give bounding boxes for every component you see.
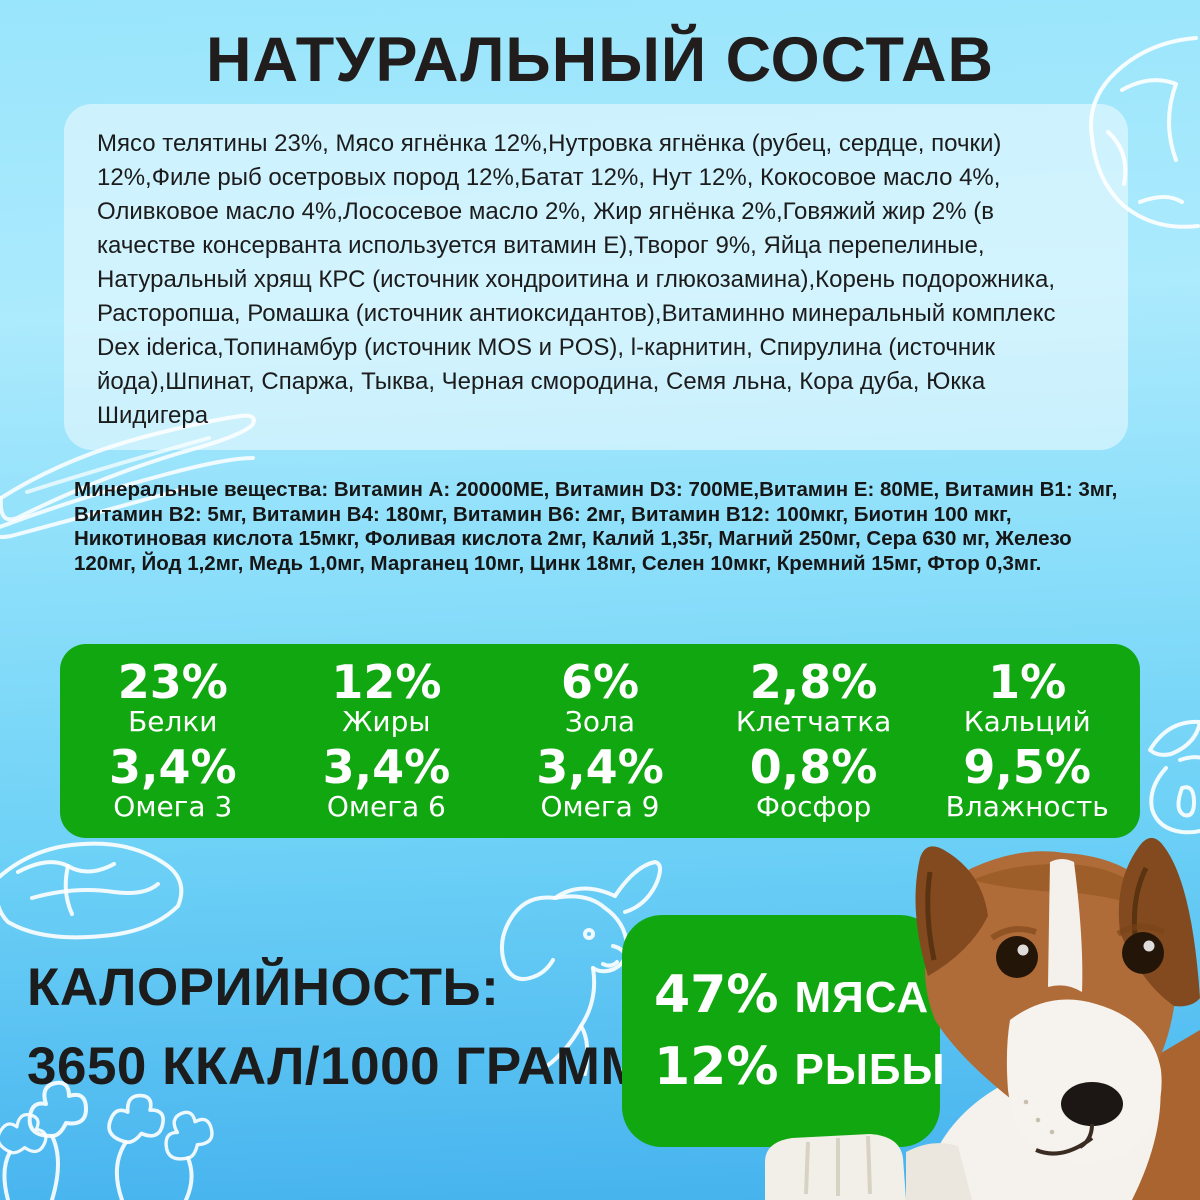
nutrition-cell: 3,4% Омега 3 xyxy=(109,740,237,824)
nutrition-cell: 23% Белки xyxy=(117,655,228,739)
ingredients-card: Мясо телятины 23%, Мясо ягнёнка 12%,Нутр… xyxy=(64,104,1128,450)
nutrition-cell: 3,4% Омега 9 xyxy=(536,740,664,824)
calories-text: КАЛОРИЙНОСТЬ: 3650 ККАЛ/1000 ГРАММ xyxy=(27,948,645,1106)
calories-line1: КАЛОРИЙНОСТЬ: xyxy=(27,958,500,1017)
fish-row: 12% РЫБЫ xyxy=(654,1037,946,1097)
meat-row: 47% МЯСА xyxy=(654,965,930,1025)
nutrition-cell: 3,4% Омега 6 xyxy=(322,740,451,824)
nutrition-cell: 9,5% Влажность xyxy=(945,740,1109,824)
brisket-line-art xyxy=(0,841,184,940)
calories-line2: 3650 ККАЛ/1000 ГРАММ xyxy=(27,1037,646,1096)
nutrition-cell: 6% Зола xyxy=(560,655,640,739)
nutrition-panel: 23% Белки 12% Жиры 6% Зола 2,8% Клетчатка 1%… xyxy=(60,644,1140,838)
nutrition-cell: 1% Кальций xyxy=(963,655,1091,739)
nutrition-cell: 12% Жиры xyxy=(331,655,442,739)
ingredients-text: Мясо телятины 23%, Мясо ягнёнка 12%,Нутр… xyxy=(97,130,1056,429)
dog-photo xyxy=(765,837,1200,1200)
minerals-text: Минеральные вещества: Витамин А: 20000МЕ… xyxy=(74,478,1118,575)
nutrition-cell: 2,8% Клетчатка xyxy=(735,655,892,739)
page-title: НАТУРАЛЬНЫЙ СОСТАВ xyxy=(205,25,995,95)
nutrition-cell: 0,8% Фосфор xyxy=(749,740,878,824)
berry-line-art xyxy=(1148,719,1200,835)
meat-fish-panel: 47% МЯСА 12% РЫБЫ xyxy=(622,915,946,1147)
